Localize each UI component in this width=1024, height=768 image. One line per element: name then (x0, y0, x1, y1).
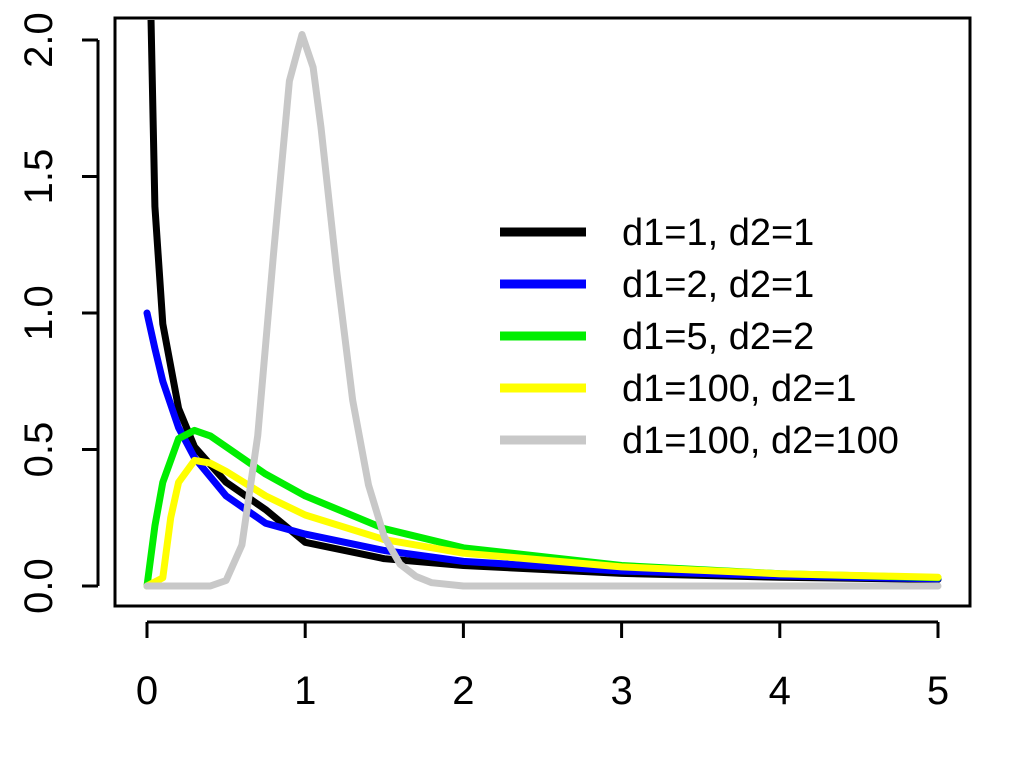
y-tick-label: 1.5 (17, 149, 61, 205)
legend-label-3: d1=5, d2=2 (622, 316, 814, 358)
legend: d1=1, d2=1 d1=2, d2=1 d1=5, d2=2 d1=100, d2… (500, 212, 899, 462)
plot-frame (113, 16, 972, 608)
y-axis: 0.0 0.5 1.0 1.5 2.0 (17, 12, 100, 614)
y-tick-label: 1.0 (17, 285, 61, 341)
series-lines (143, 20, 942, 590)
x-axis: 0 1 2 3 4 5 (136, 620, 949, 713)
series-line-2 (143, 309, 942, 583)
y-tick-label: 2.0 (17, 12, 61, 68)
legend-label-2: d1=2, d2=1 (622, 264, 814, 306)
legend-label-5: d1=100, d2=100 (622, 420, 899, 462)
series-line-5 (143, 31, 942, 590)
x-tick-label: 5 (927, 669, 949, 713)
series-line-4 (143, 456, 942, 590)
x-tick-label: 1 (294, 669, 316, 713)
x-tick-label: 4 (769, 669, 791, 713)
legend-label-4: d1=100, d2=1 (622, 368, 857, 410)
x-tick-label: 3 (610, 669, 632, 713)
x-tick-label: 2 (452, 669, 474, 713)
legend-label-1: d1=1, d2=1 (622, 212, 814, 254)
y-tick-label: 0.0 (17, 558, 61, 614)
y-tick-label: 0.5 (17, 422, 61, 478)
x-tick-label: 0 (136, 669, 158, 713)
